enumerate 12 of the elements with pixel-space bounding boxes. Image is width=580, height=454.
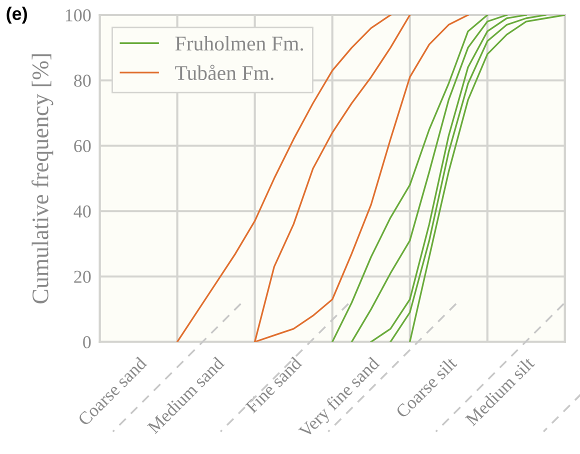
legend-label: Fruholmen Fm. xyxy=(175,36,304,51)
y-tick-label: 80 xyxy=(74,74,91,87)
line-series xyxy=(332,14,488,342)
line-series xyxy=(176,14,392,342)
y-tick-label: 40 xyxy=(74,205,91,218)
y-tick-label: 100 xyxy=(66,9,91,22)
y-tick-label: 20 xyxy=(74,270,91,283)
legend-label: Tubåen Fm. xyxy=(175,64,274,80)
y-tick-label: 0 xyxy=(83,336,91,348)
text: (e) xyxy=(6,6,27,24)
y-axis-title: Cumulative frequency [%] xyxy=(32,54,54,304)
y-tick-label: 60 xyxy=(74,140,91,152)
